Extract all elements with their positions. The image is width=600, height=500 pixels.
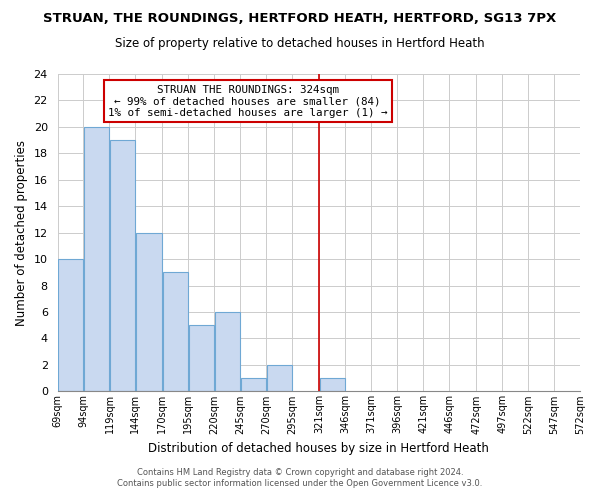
Text: Size of property relative to detached houses in Hertford Heath: Size of property relative to detached ho… xyxy=(115,38,485,51)
Y-axis label: Number of detached properties: Number of detached properties xyxy=(15,140,28,326)
Bar xyxy=(136,232,162,392)
X-axis label: Distribution of detached houses by size in Hertford Heath: Distribution of detached houses by size … xyxy=(148,442,489,455)
Bar xyxy=(215,312,240,392)
Bar xyxy=(241,378,266,392)
Bar xyxy=(266,365,292,392)
Bar xyxy=(188,326,214,392)
Bar xyxy=(110,140,135,392)
Bar xyxy=(320,378,345,392)
Text: STRUAN THE ROUNDINGS: 324sqm
← 99% of detached houses are smaller (84)
1% of sem: STRUAN THE ROUNDINGS: 324sqm ← 99% of de… xyxy=(108,84,388,118)
Text: STRUAN, THE ROUNDINGS, HERTFORD HEATH, HERTFORD, SG13 7PX: STRUAN, THE ROUNDINGS, HERTFORD HEATH, H… xyxy=(43,12,557,26)
Bar xyxy=(84,127,109,392)
Bar xyxy=(163,272,188,392)
Text: Contains HM Land Registry data © Crown copyright and database right 2024.
Contai: Contains HM Land Registry data © Crown c… xyxy=(118,468,482,487)
Bar xyxy=(58,259,83,392)
